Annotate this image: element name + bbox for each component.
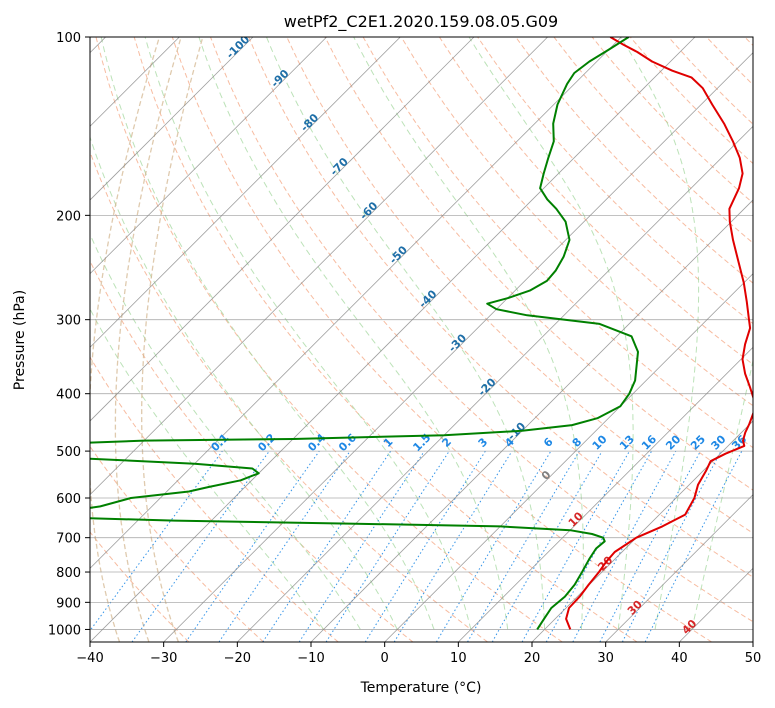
x-tick-label: −20 (224, 651, 251, 666)
isotherm-grid-line (310, 199, 753, 642)
dry-adiabat-line (324, 37, 753, 491)
dry-adiabat-line (90, 356, 339, 642)
plot-frame (89, 36, 754, 643)
dry-adiabat-line (90, 150, 488, 642)
x-tick-label: 50 (745, 651, 762, 666)
y-tick-label: 300 (56, 314, 81, 329)
y-tick-label: 600 (56, 492, 81, 507)
moist-adiabat-line (90, 308, 324, 630)
mixing-ratio-line (298, 450, 425, 642)
isotherm-grid-line (90, 37, 622, 569)
mixing-ratio-line (218, 450, 351, 642)
x-tick-label: −10 (297, 651, 324, 666)
dry-adiabat-line (210, 37, 753, 623)
mixing-ratio-line (572, 450, 677, 642)
series-lines (90, 37, 753, 630)
moist-adiabat-line (691, 358, 753, 630)
x-tick-label: −40 (76, 651, 103, 666)
isotherm-grid-line (458, 346, 753, 642)
x-tick-label: 10 (450, 651, 467, 666)
moist-adiabat-line (353, 37, 584, 630)
mixing-ratio-line (90, 450, 223, 632)
moist-adiabat-line (620, 37, 700, 630)
dry-adiabat-line (95, 37, 563, 642)
moist-adiabat-line (266, 37, 546, 630)
moist-adiabat-line (90, 233, 361, 630)
y-tick-label: 800 (56, 566, 81, 581)
moist-adiabat-line (100, 37, 435, 630)
x-tick-label: 30 (597, 651, 614, 666)
x-tick-label: −30 (150, 651, 177, 666)
moist-adiabat-line (198, 37, 509, 630)
dry-adiabat-line (438, 37, 753, 366)
x-axis-ticks: −40 −30 −20 −10 0 10 20 30 40 50 (76, 642, 761, 666)
isotherm-grid-line (237, 125, 753, 642)
background-lines (90, 37, 753, 642)
dry-adiabat-line (515, 37, 753, 284)
isotherm-grid-line (90, 37, 401, 348)
dry-adiabat-line (90, 531, 190, 642)
y-tick-label: 900 (56, 596, 81, 611)
dry-adiabat-line (90, 445, 264, 642)
y-tick-label: 700 (56, 532, 81, 547)
lcl-curve-line (114, 37, 182, 642)
y-axis-label: Pressure (hPa) (12, 290, 28, 390)
moist-adiabat-line (90, 135, 398, 630)
mixing-ratio-line (131, 450, 270, 642)
y-tick-label: 100 (56, 31, 81, 46)
lcl-curve-line (141, 37, 204, 642)
mixing-ratio-line (325, 450, 450, 642)
mixing-ratio-line (262, 450, 392, 642)
dry-adiabat-line (400, 37, 753, 407)
x-axis-label: Temperature (°C) (360, 680, 482, 696)
mixing-ratio-line (521, 450, 630, 642)
mixing-ratio-line (185, 450, 320, 642)
x-tick-label: 0 (381, 651, 389, 666)
y-tick-label: 200 (56, 209, 81, 224)
moist-adiabat-line (468, 37, 634, 630)
isotherm-grid-line (90, 37, 327, 275)
dry-adiabat-line (171, 37, 712, 642)
mixing-ratio-line (545, 450, 653, 642)
isotherm-grid-line (384, 273, 753, 642)
dewpoint-line (90, 37, 639, 630)
lcl-curve-line (90, 37, 161, 642)
y-tick-label: 400 (56, 388, 81, 403)
isotherm-grid-line (90, 37, 475, 422)
x-tick-label: 20 (524, 651, 541, 666)
plot-background (90, 37, 753, 642)
temperature-line (565, 37, 753, 630)
x-tick-label: 40 (671, 651, 688, 666)
chart-title: wetPf2_C2E1.2020.159.08.05.G09 (284, 12, 558, 32)
dry-adiabat-line (248, 37, 753, 578)
moist-adiabat-line (144, 37, 472, 630)
mixing-ratio-line (393, 450, 513, 642)
y-tick-label: 1000 (48, 623, 81, 638)
y-tick-label: 500 (56, 445, 81, 460)
isotherm-grid-line (90, 37, 254, 201)
mixing-ratio-line (644, 450, 743, 642)
isotherm-grid-line (605, 494, 753, 642)
y-axis-ticks: 100 200 300 400 500 600 700 800 900 1000 (48, 31, 90, 638)
isotherm-grid-line (90, 37, 548, 496)
isotherm-grid-line (90, 37, 696, 642)
grid-lines (90, 37, 753, 642)
isotherm-grid-line (163, 52, 753, 642)
